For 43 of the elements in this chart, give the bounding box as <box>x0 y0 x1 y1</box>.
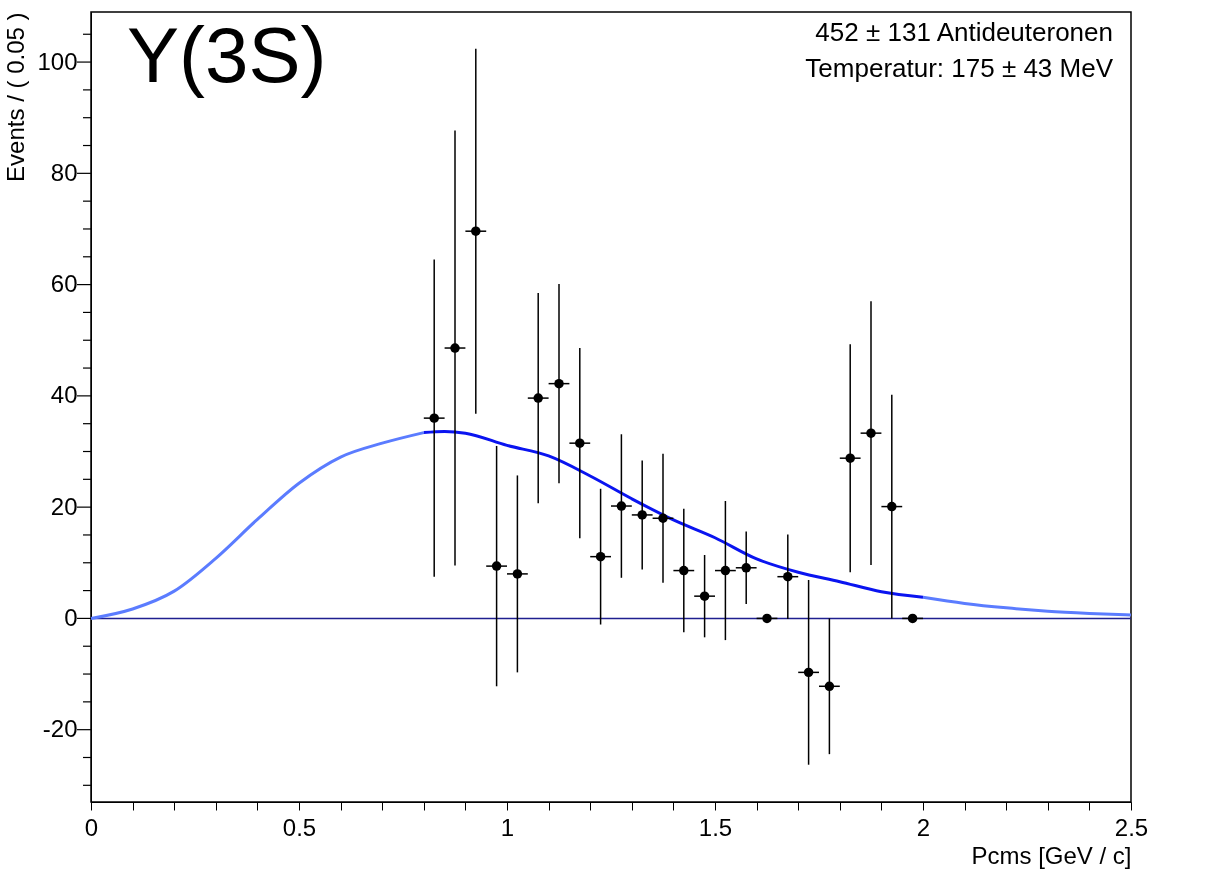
point <box>783 571 793 582</box>
y-axis-title: Events / ( 0.05 ) <box>2 12 30 182</box>
y-tick-label: 0 <box>64 603 78 631</box>
point <box>595 551 606 562</box>
point <box>845 453 855 463</box>
point <box>450 343 460 353</box>
point <box>866 428 876 438</box>
y-tick-label: 80 <box>50 158 78 186</box>
point <box>658 513 668 523</box>
x-tick-label: 1.5 <box>698 813 733 841</box>
point <box>429 413 439 423</box>
point <box>803 667 814 678</box>
annotation: Y(3S) <box>127 11 327 99</box>
line-series <box>422 429 925 599</box>
point <box>616 501 627 511</box>
point <box>741 563 751 573</box>
point <box>907 613 918 624</box>
point <box>762 613 772 624</box>
point <box>512 569 523 579</box>
y-tick-label: 100 <box>37 47 78 75</box>
x-tick-label: 1 <box>500 813 515 841</box>
point <box>887 501 897 512</box>
point <box>720 565 731 576</box>
x-tick-label: 2 <box>916 813 931 841</box>
x-tick-label: 2.5 <box>1114 813 1149 841</box>
x-tick-label: 0.5 <box>282 813 317 841</box>
x-tick-label: 0 <box>84 813 99 841</box>
point <box>699 591 710 601</box>
y-tick-label: 20 <box>50 492 78 520</box>
point <box>554 378 564 389</box>
point <box>533 393 543 403</box>
point <box>824 681 835 692</box>
point <box>679 565 689 576</box>
annotation: 452 ± 131 Antideuteronen <box>815 17 1113 47</box>
y-tick-label: -20 <box>42 715 78 743</box>
point <box>471 226 481 236</box>
annotation: Temperatur: 175 ± 43 MeV <box>805 53 1114 83</box>
x-axis-title: Pcms [GeV / c] <box>971 841 1132 869</box>
point <box>575 438 585 448</box>
point <box>637 510 647 520</box>
y-tick-label: 40 <box>50 381 78 409</box>
point <box>491 561 502 571</box>
y-tick-label: 60 <box>50 270 78 298</box>
